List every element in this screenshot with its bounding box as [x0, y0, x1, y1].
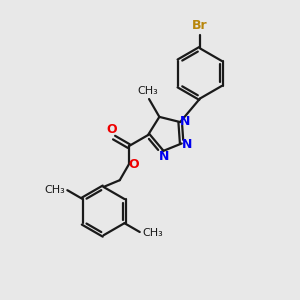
Text: N: N — [180, 115, 190, 128]
Text: Br: Br — [192, 19, 208, 32]
Text: N: N — [182, 138, 192, 151]
Text: N: N — [159, 150, 169, 163]
Text: O: O — [129, 158, 139, 171]
Text: O: O — [106, 123, 117, 136]
Text: CH₃: CH₃ — [44, 185, 65, 195]
Text: CH₃: CH₃ — [137, 86, 158, 96]
Text: CH₃: CH₃ — [142, 229, 163, 238]
